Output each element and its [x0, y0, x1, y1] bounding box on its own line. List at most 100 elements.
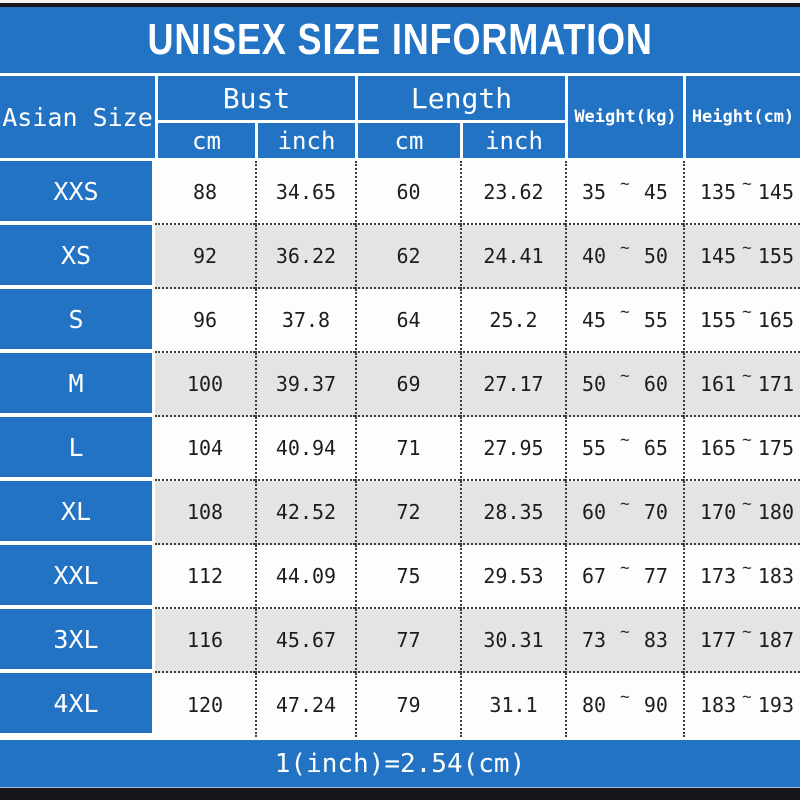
height-range: 173 ~183 — [683, 545, 800, 609]
weight-range: 45 ~55 — [565, 289, 683, 353]
weight-max: 83 — [643, 628, 668, 652]
bust-inch-value: 36.22 — [255, 225, 355, 289]
bust-inch-value: 37.8 — [255, 289, 355, 353]
table-row-xl: XL 108 42.52 72 28.35 60 ~70 170 ~180 — [0, 481, 800, 545]
height-range: 183 ~193 — [683, 673, 800, 737]
height-min: 170 — [700, 500, 737, 524]
table-row-xxl: XXL 112 44.09 75 29.53 67 ~77 173 ~183 — [0, 545, 800, 609]
length-cm-value: 62 — [355, 225, 460, 289]
header-bust-group: Bust — [155, 76, 355, 120]
size-label: XXS — [0, 161, 155, 225]
tilde-icon: ~ — [742, 173, 752, 193]
tilde-icon: ~ — [742, 686, 752, 706]
table-row-4xl: 4XL 120 47.24 79 31.1 80 ~90 183 ~193 — [0, 673, 800, 737]
size-label: XXL — [0, 545, 155, 609]
height-range: 161 ~171 — [683, 353, 800, 417]
weight-max: 90 — [643, 693, 668, 717]
length-inch-value: 23.62 — [460, 161, 565, 225]
length-inch-value: 28.35 — [460, 481, 565, 545]
conversion-note: 1(inch)=2.54(cm) — [274, 748, 526, 779]
weight-range: 80 ~90 — [565, 673, 683, 737]
bust-cm-value: 116 — [155, 609, 255, 673]
bust-cm-value: 108 — [155, 481, 255, 545]
height-max: 175 — [757, 436, 794, 460]
height-range: 170 ~180 — [683, 481, 800, 545]
height-min: 183 — [700, 693, 737, 717]
header-bust-inch: inch — [255, 120, 355, 158]
tilde-icon: ~ — [742, 557, 752, 577]
size-label: M — [0, 353, 155, 417]
weight-max: 50 — [643, 244, 668, 268]
tilde-icon: ~ — [620, 621, 630, 641]
length-cm-value: 64 — [355, 289, 460, 353]
header-length-group: Length — [355, 76, 565, 120]
header-bust-cm: cm — [155, 120, 255, 158]
height-max: 183 — [757, 564, 794, 588]
divider — [0, 737, 800, 740]
weight-range: 60 ~70 — [565, 481, 683, 545]
height-range: 165 ~175 — [683, 417, 800, 481]
bust-inch-value: 47.24 — [255, 673, 355, 737]
tilde-icon: ~ — [620, 173, 630, 193]
height-min: 161 — [700, 372, 737, 396]
weight-min: 80 — [582, 693, 607, 717]
table-row-xxs: XXS 88 34.65 60 23.62 35 ~45 135 ~145 — [0, 161, 800, 225]
weight-max: 55 — [643, 308, 668, 332]
length-cm-value: 77 — [355, 609, 460, 673]
length-cm-value: 71 — [355, 417, 460, 481]
length-cm-value: 60 — [355, 161, 460, 225]
length-inch-value: 29.53 — [460, 545, 565, 609]
tilde-icon: ~ — [620, 237, 630, 257]
size-label: L — [0, 417, 155, 481]
bust-cm-value: 120 — [155, 673, 255, 737]
footer-band: 1(inch)=2.54(cm) — [0, 740, 800, 787]
size-label: XS — [0, 225, 155, 289]
height-max: 171 — [757, 372, 794, 396]
tilde-icon: ~ — [742, 429, 752, 449]
length-cm-value: 75 — [355, 545, 460, 609]
title-band: UNISEX SIZE INFORMATION — [0, 7, 800, 76]
weight-min: 60 — [582, 500, 607, 524]
bust-cm-value: 88 — [155, 161, 255, 225]
height-max: 187 — [757, 628, 794, 652]
header-length-cm: cm — [355, 120, 460, 158]
bust-inch-value: 40.94 — [255, 417, 355, 481]
height-range: 155 ~165 — [683, 289, 800, 353]
tilde-icon: ~ — [742, 621, 752, 641]
weight-max: 45 — [643, 180, 668, 204]
bust-cm-value: 100 — [155, 353, 255, 417]
weight-min: 55 — [582, 436, 607, 460]
height-min: 155 — [700, 308, 737, 332]
table-row-3xl: 3XL 116 45.67 77 30.31 73 ~83 177 ~187 — [0, 609, 800, 673]
tilde-icon: ~ — [620, 301, 630, 321]
weight-range: 73 ~83 — [565, 609, 683, 673]
tilde-icon: ~ — [620, 557, 630, 577]
tilde-icon: ~ — [620, 686, 630, 706]
table-row-xs: XS 92 36.22 62 24.41 40 ~50 145 ~155 — [0, 225, 800, 289]
height-max: 145 — [757, 180, 794, 204]
top-black-bar — [0, 3, 800, 7]
header-asian-size: Asian Size — [0, 76, 155, 158]
length-inch-value: 31.1 — [460, 673, 565, 737]
bust-cm-value: 92 — [155, 225, 255, 289]
table-header: Asian Size Bust Length Weight(kg) Height… — [0, 76, 800, 161]
size-label: 4XL — [0, 673, 155, 737]
weight-max: 60 — [643, 372, 668, 396]
length-inch-value: 25.2 — [460, 289, 565, 353]
top-strip — [0, 0, 800, 3]
height-max: 165 — [757, 308, 794, 332]
weight-min: 67 — [582, 564, 607, 588]
weight-min: 45 — [582, 308, 607, 332]
height-range: 177 ~187 — [683, 609, 800, 673]
bust-inch-value: 34.65 — [255, 161, 355, 225]
length-inch-value: 30.31 — [460, 609, 565, 673]
height-range: 135 ~145 — [683, 161, 800, 225]
weight-range: 35 ~45 — [565, 161, 683, 225]
length-inch-value: 27.95 — [460, 417, 565, 481]
tilde-icon: ~ — [742, 237, 752, 257]
size-label: 3XL — [0, 609, 155, 673]
table-row-s: S 96 37.8 64 25.2 45 ~55 155 ~165 — [0, 289, 800, 353]
weight-min: 73 — [582, 628, 607, 652]
table-body: XXS 88 34.65 60 23.62 35 ~45 135 ~145 XS 9… — [0, 161, 800, 737]
